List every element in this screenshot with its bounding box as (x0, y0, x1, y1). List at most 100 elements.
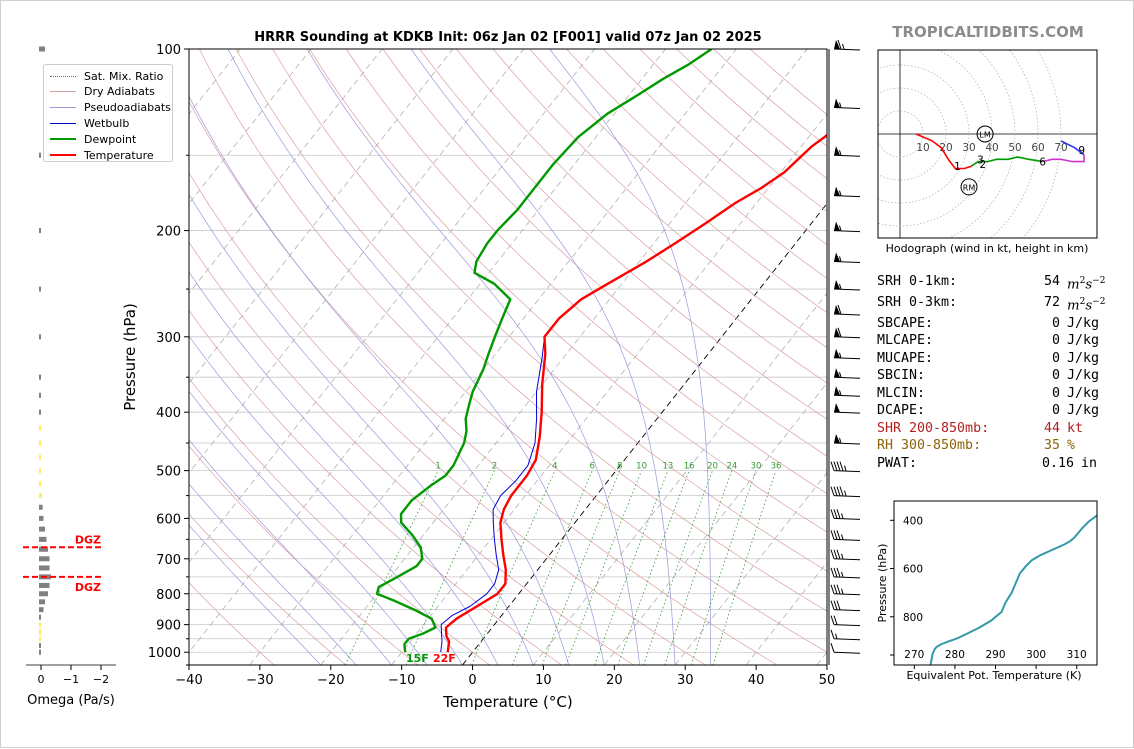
legend-swatch (50, 154, 76, 156)
stat-shear: SHR 200-850mb: 44 kt (877, 420, 1105, 438)
stat-unit: J/kg (1060, 350, 1099, 368)
barb-flag (831, 601, 834, 610)
omega-bar (39, 622, 41, 627)
x-tick-label: −10 (388, 673, 415, 688)
wind-barb (834, 386, 860, 396)
legend-item: Temperature (50, 148, 154, 162)
barb-shaft (834, 314, 860, 315)
omega-bar (39, 615, 41, 620)
stat-value: 0 (1002, 402, 1060, 420)
stat-value: 0 (1002, 350, 1060, 368)
wind-barb (834, 305, 860, 315)
stat-label: SRH 0-3km: (877, 294, 1002, 315)
legend-item: Dewpoint (50, 132, 136, 146)
barb-shaft (834, 559, 860, 560)
barb-pennant (834, 386, 840, 395)
wind-barb (831, 462, 860, 472)
x-tick-label: −40 (175, 673, 202, 688)
theta-y-tick-label: 800 (903, 612, 923, 624)
legend-label: Sat. Mix. Ratio (84, 70, 163, 83)
omega-bar (39, 375, 41, 380)
barb-shaft (834, 231, 860, 232)
barb-flag (834, 568, 837, 577)
stat-label: SBCIN: (877, 367, 1002, 385)
barb-half-flag (840, 226, 842, 231)
mixing-ratio-line (618, 471, 689, 665)
barb-flag (837, 601, 840, 610)
dgz-label: DGZ (75, 581, 101, 594)
omega-bar (39, 334, 41, 339)
barb-half-flag (836, 634, 838, 639)
dry-adiabat (199, 49, 849, 665)
mixing-ratio-label: 13 (662, 462, 673, 472)
barb-shaft (834, 652, 860, 653)
legend-label: Temperature (84, 149, 154, 162)
wind-barbs (831, 40, 860, 653)
hodo-height-label: 9 (1078, 145, 1085, 157)
mixing-ratio-line (566, 471, 642, 665)
mixing-ratio-label: 4 (552, 462, 557, 472)
barb-pennant (834, 187, 840, 196)
barb-shaft (834, 518, 860, 519)
barb-flag (834, 616, 837, 625)
wind-barb (834, 349, 860, 359)
barb-shaft (834, 377, 860, 378)
barb-half-flag (840, 390, 842, 395)
omega-bar (39, 636, 41, 641)
barb-flag (837, 509, 840, 518)
wind-barb (831, 530, 860, 540)
wind-barb (831, 487, 860, 497)
sounding-stats: SRH 0-1km: 54 m2s−2 SRH 0-3km: 72 m2s−2 … (877, 273, 1105, 472)
wind-barb (831, 585, 860, 595)
dry-adiabat (126, 49, 705, 665)
stat-label: RH 300-850mb: (877, 437, 1002, 455)
y-tick-label: 700 (156, 553, 181, 568)
stat-srh-0-3km: SRH 0-3km: 72 m2s−2 (877, 294, 1105, 315)
x-tick-label: −20 (317, 673, 344, 688)
barb-flag (837, 585, 840, 594)
omega-bar (39, 481, 41, 486)
barb-shaft (834, 594, 860, 595)
theta-x-tick-label: 290 (985, 649, 1005, 661)
omega-bar (39, 591, 48, 596)
stat-srh-0-1km: SRH 0-1km: 54 m2s−2 (877, 273, 1105, 294)
barb-shaft (834, 412, 860, 413)
unit-sup: −2 (1092, 297, 1105, 307)
skewt-ylabel: Pressure (hPa) (121, 303, 139, 411)
omega-bar (39, 599, 45, 604)
omega-x-tick-label: 0 (38, 673, 45, 686)
y-tick-label: 500 (156, 465, 181, 480)
barb-flag (834, 585, 837, 594)
barb-flag (831, 585, 834, 594)
mixing-ratio-line (345, 471, 438, 665)
omega-bar (39, 393, 41, 398)
barb-flag (834, 550, 837, 559)
mixing-ratio-label: 24 (726, 462, 737, 472)
barb-flag (837, 462, 840, 471)
barb-half-flag (840, 372, 842, 377)
theta-e-ylabel: Pressure (hPa) (876, 544, 889, 623)
hodo-ring-label: 40 (985, 142, 998, 154)
barb-flag (834, 487, 837, 496)
stat-label: SRH 0-1km: (877, 273, 1002, 294)
y-tick-label: 900 (156, 619, 181, 634)
wind-barb (834, 403, 860, 413)
stat-value: 0.16 (1002, 455, 1074, 473)
barb-shaft (834, 610, 860, 611)
stat-value: 0 (1002, 332, 1060, 350)
wind-barb (831, 643, 860, 653)
barb-flag (831, 550, 834, 559)
barb-half-flag (845, 491, 847, 496)
barb-shaft (834, 577, 860, 578)
theta-e-frame (894, 501, 1097, 665)
barb-shaft (834, 49, 860, 50)
omega-bar (39, 410, 41, 415)
y-tick-label: 100 (156, 43, 181, 58)
omega-bar (39, 583, 50, 588)
hodo-ring-label: 60 (1031, 142, 1044, 154)
legend-item: Dry Adiabats (50, 85, 155, 99)
omega-bar (39, 516, 44, 521)
mixing-ratio-line (691, 471, 756, 665)
